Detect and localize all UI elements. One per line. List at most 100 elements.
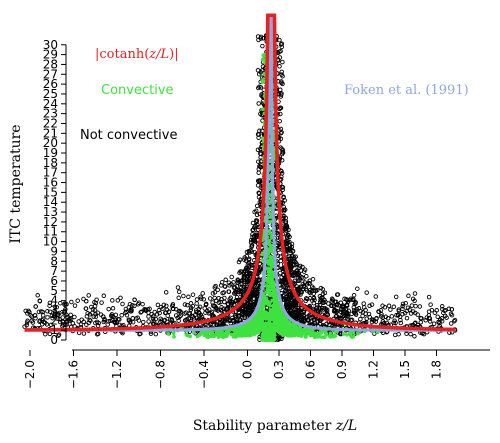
not-convective-point	[324, 309, 330, 314]
convective-point	[286, 328, 291, 333]
convective-point	[264, 332, 269, 337]
convective-point	[270, 276, 274, 281]
not-convective-point	[218, 283, 224, 288]
not-convective-point	[341, 308, 347, 313]
not-convective-point	[303, 298, 309, 304]
not-convective-point	[431, 321, 437, 326]
not-convective-point	[44, 322, 50, 327]
not-convective-point	[403, 300, 408, 306]
not-convective-point	[309, 298, 315, 303]
convective-point	[252, 327, 257, 332]
not-convective-point	[47, 309, 53, 314]
not-convective-point	[452, 317, 458, 323]
not-convective-point	[366, 311, 372, 317]
convective-point	[286, 323, 291, 327]
convective-point	[184, 332, 189, 337]
convective-point	[284, 319, 288, 324]
not-convective-point	[152, 309, 157, 315]
not-convective-point	[93, 314, 99, 319]
not-convective-point	[50, 315, 55, 321]
not-convective-point	[325, 312, 330, 317]
convective-point	[202, 333, 207, 338]
convective-point	[268, 255, 273, 259]
not-convective-point	[147, 306, 152, 312]
legend-cotanh-open: |cotanh(	[95, 47, 149, 62]
not-convective-point	[313, 288, 319, 294]
not-convective-point	[352, 301, 357, 307]
not-convective-point	[290, 303, 295, 308]
not-convective-point	[163, 290, 169, 295]
x-axis-label-var: z/L	[335, 418, 357, 434]
not-convective-point	[278, 145, 283, 150]
not-convective-point	[132, 303, 137, 309]
not-convective-point	[250, 232, 255, 237]
not-convective-point	[88, 318, 93, 323]
not-convective-point	[389, 314, 395, 319]
not-convective-point	[90, 306, 96, 312]
legend-cotanh-var: z/L	[148, 47, 169, 62]
not-convective-point	[72, 314, 77, 320]
not-convective-point	[439, 316, 445, 321]
not-convective-point	[311, 317, 316, 322]
not-convective-point	[194, 301, 199, 306]
not-convective-point	[169, 317, 175, 322]
not-convective-point	[148, 331, 154, 336]
not-convective-point	[241, 275, 247, 281]
not-convective-point	[69, 299, 74, 305]
not-convective-point	[183, 317, 188, 323]
not-convective-point	[293, 310, 298, 315]
not-convective-point	[283, 288, 288, 293]
not-convective-point	[290, 248, 296, 254]
not-convective-point	[278, 254, 283, 259]
not-convective-point	[254, 230, 259, 236]
not-convective-point	[246, 248, 252, 254]
not-convective-point	[258, 111, 263, 117]
not-convective-point	[301, 313, 307, 319]
not-convective-point	[334, 309, 339, 315]
not-convective-point	[237, 278, 243, 284]
x-tick-label: −2.0	[23, 360, 37, 389]
not-convective-point	[215, 308, 221, 313]
not-convective-point	[301, 308, 307, 314]
not-convective-point	[404, 315, 410, 321]
not-convective-point	[219, 309, 225, 314]
not-convective-point	[106, 319, 111, 324]
not-convective-point	[426, 294, 432, 300]
not-convective-point	[261, 35, 266, 41]
not-convective-point	[57, 317, 62, 322]
not-convective-point	[113, 317, 118, 323]
not-convective-point	[279, 336, 284, 342]
not-convective-point	[226, 280, 232, 285]
convective-point	[260, 57, 265, 62]
convective-point	[308, 333, 313, 338]
not-convective-point	[235, 278, 241, 283]
not-convective-point	[448, 321, 454, 326]
convective-point	[243, 327, 247, 332]
not-convective-point	[286, 246, 292, 251]
not-convective-point	[335, 292, 341, 297]
not-convective-point	[254, 212, 260, 218]
not-convective-point	[386, 303, 392, 309]
not-convective-point	[67, 318, 72, 324]
not-convective-point	[256, 135, 261, 140]
x-tick-label: −0.4	[197, 360, 211, 389]
not-convective-point	[175, 285, 181, 290]
not-convective-point	[246, 273, 251, 279]
not-convective-point	[226, 289, 231, 294]
not-convective-point	[448, 311, 454, 317]
not-convective-point	[256, 101, 261, 106]
not-convective-point	[176, 295, 181, 301]
not-convective-point	[215, 287, 220, 293]
convective-point	[265, 316, 270, 321]
convective-point	[229, 332, 234, 337]
not-convective-point	[139, 309, 144, 314]
not-convective-point	[68, 312, 73, 318]
convective-point	[239, 327, 244, 332]
convective-point	[166, 332, 171, 336]
convective-point	[327, 334, 332, 338]
not-convective-point	[256, 132, 262, 137]
x-axis-label-prefix: Stability parameter	[193, 418, 336, 434]
not-convective-point	[298, 263, 303, 269]
not-convective-point	[278, 42, 284, 47]
